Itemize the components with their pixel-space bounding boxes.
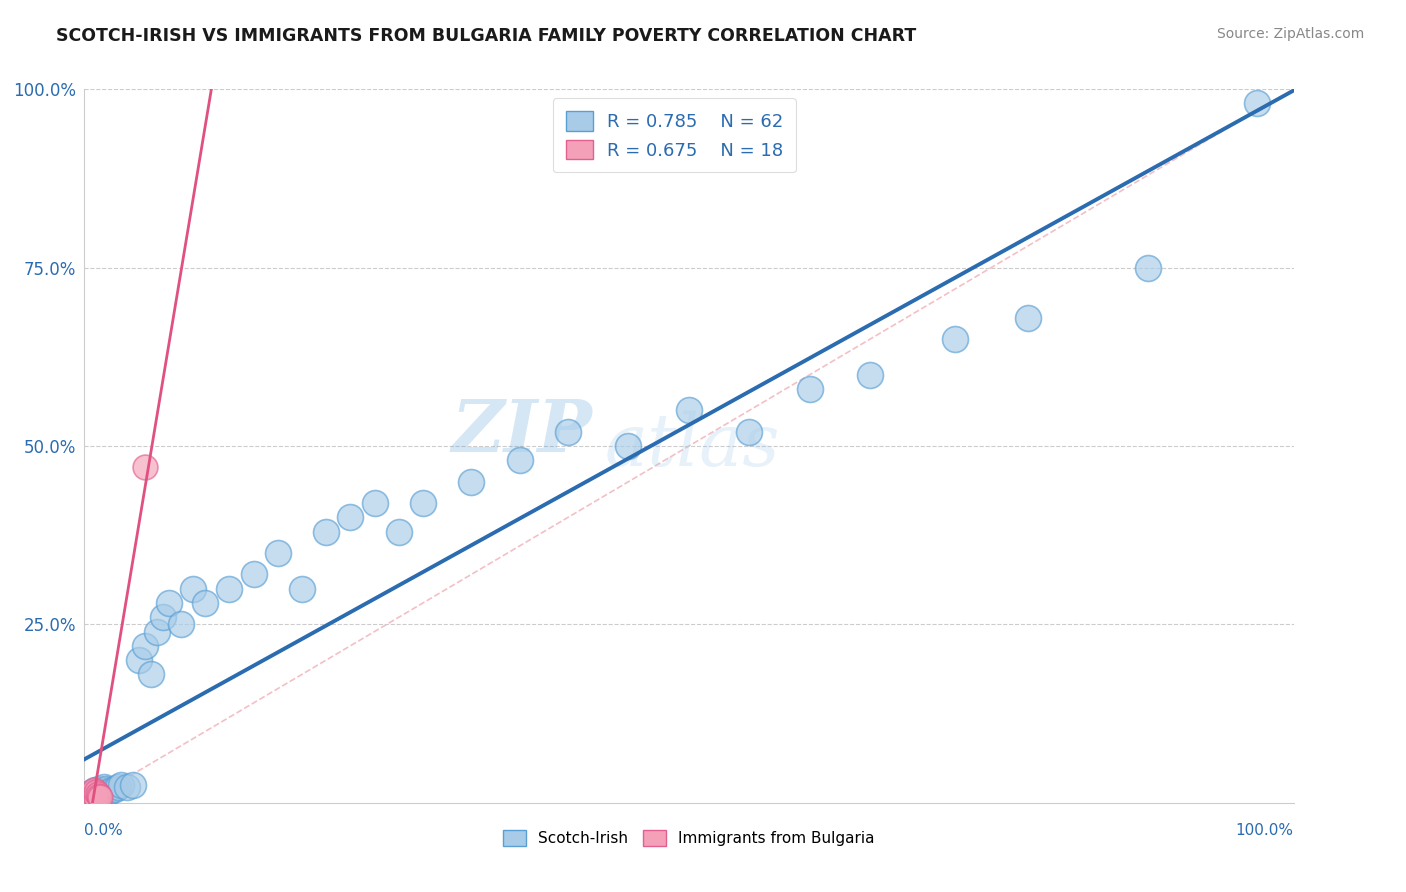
Point <box>77 790 100 805</box>
Point <box>86 790 108 805</box>
Point <box>194 596 217 610</box>
Point <box>617 439 640 453</box>
Point <box>146 624 169 639</box>
Point <box>77 792 100 806</box>
Point <box>157 596 180 610</box>
Text: 100.0%: 100.0% <box>1236 823 1294 838</box>
Text: Source: ZipAtlas.com: Source: ZipAtlas.com <box>1216 27 1364 41</box>
Point <box>82 789 104 803</box>
Point <box>218 582 240 596</box>
Point <box>91 789 114 803</box>
Point <box>363 496 385 510</box>
Point <box>83 787 105 801</box>
Text: atlas: atlas <box>605 410 780 482</box>
Point <box>86 787 108 801</box>
Point <box>110 778 132 792</box>
Legend: Scotch-Irish, Immigrants from Bulgaria: Scotch-Irish, Immigrants from Bulgaria <box>496 824 882 852</box>
Point <box>94 781 117 796</box>
Point <box>1246 96 1268 111</box>
Point <box>79 790 101 805</box>
Point <box>412 496 434 510</box>
Point <box>77 794 100 808</box>
Text: ZIP: ZIP <box>451 396 592 467</box>
Point <box>87 781 110 796</box>
Point <box>84 792 107 806</box>
Point <box>79 787 101 801</box>
Point <box>77 790 100 805</box>
Point <box>121 778 143 792</box>
Point <box>134 639 156 653</box>
Point <box>83 793 105 807</box>
Point <box>89 785 111 799</box>
Point <box>83 783 105 797</box>
Point <box>152 610 174 624</box>
Point <box>128 653 150 667</box>
Point <box>315 524 337 539</box>
Point <box>100 783 122 797</box>
Point <box>82 785 104 799</box>
Point <box>170 617 193 632</box>
Point <box>94 785 117 799</box>
Point <box>76 792 98 806</box>
Point <box>79 789 101 803</box>
Point <box>84 789 107 803</box>
Point <box>557 425 579 439</box>
Point <box>181 582 204 596</box>
Point <box>86 790 108 805</box>
Point <box>339 510 361 524</box>
Point <box>859 368 882 382</box>
Point <box>87 787 110 801</box>
Point <box>86 785 108 799</box>
Point <box>86 785 108 799</box>
Point <box>84 783 107 797</box>
Point <box>87 789 110 803</box>
Point <box>388 524 411 539</box>
Point <box>115 780 138 794</box>
Point <box>267 546 290 560</box>
Point <box>82 790 104 805</box>
Point <box>460 475 482 489</box>
Point <box>83 790 105 805</box>
Point <box>104 781 127 796</box>
Point <box>134 460 156 475</box>
Point <box>1137 260 1160 275</box>
Point <box>291 582 314 596</box>
Point <box>97 785 120 799</box>
Point <box>84 791 107 805</box>
Point <box>89 790 111 805</box>
Point <box>80 791 103 805</box>
Point <box>738 425 761 439</box>
Point <box>82 792 104 806</box>
Point <box>93 780 115 794</box>
Point <box>1017 310 1039 325</box>
Text: 0.0%: 0.0% <box>84 823 124 838</box>
Point <box>79 793 101 807</box>
Point <box>242 567 264 582</box>
Point <box>139 667 162 681</box>
Point <box>80 787 103 801</box>
Point <box>943 332 966 346</box>
Point <box>799 382 821 396</box>
Point <box>80 785 103 799</box>
Point <box>80 792 103 806</box>
Point <box>90 783 112 797</box>
Point <box>86 789 108 803</box>
Point <box>678 403 700 417</box>
Point <box>77 789 100 803</box>
Point <box>509 453 531 467</box>
Point <box>107 780 129 794</box>
Text: SCOTCH-IRISH VS IMMIGRANTS FROM BULGARIA FAMILY POVERTY CORRELATION CHART: SCOTCH-IRISH VS IMMIGRANTS FROM BULGARIA… <box>56 27 917 45</box>
